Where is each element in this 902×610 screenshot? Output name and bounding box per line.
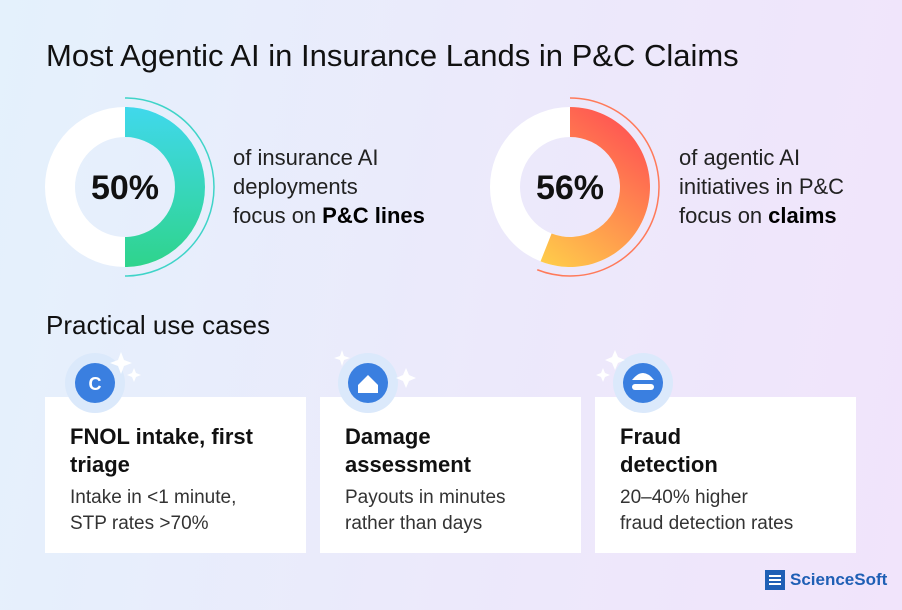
card-text-line: Intake in <1 minute, — [70, 487, 237, 508]
donut-outline — [124, 97, 215, 277]
stat-line: deployments — [233, 174, 358, 199]
donut-arc — [540, 107, 651, 267]
icon-damage — [334, 350, 416, 413]
card-text-line: 20–40% higher — [620, 487, 748, 508]
donut-outline — [536, 97, 660, 277]
icon-fnol: C — [65, 352, 141, 413]
logo-mark — [765, 570, 785, 590]
svg-text:C: C — [89, 374, 102, 394]
card-title: Damage assessment — [345, 423, 471, 479]
use-case-card: FNOL intake, first triage Intake in <1 min… — [45, 397, 306, 553]
use-case-card: Damage assessment Payouts in minutes rather… — [320, 397, 581, 553]
card-text: 20–40% higher fraud detection rates — [620, 485, 793, 537]
card-text-line: Payouts in minutes — [345, 487, 506, 508]
logo: ScienceSoft — [790, 570, 888, 589]
card-title-line: FNOL intake, first — [70, 424, 253, 449]
stat-line: initiatives in P&C — [679, 174, 845, 199]
stat-emphasis: claims — [768, 203, 837, 228]
card-text-line: fraud detection rates — [620, 513, 794, 534]
donut-label: 50% — [91, 169, 159, 207]
stat-line: of insurance AI — [233, 145, 379, 170]
card-title-line: Damage — [345, 424, 431, 449]
stat-lead: focus on — [679, 203, 763, 228]
donut-arc — [125, 107, 205, 267]
card-text-line: STP rates >70% — [70, 513, 209, 534]
stat-text: of agentic AI initiatives in P&C focus on c… — [679, 143, 844, 230]
use-case-card: Fraud detection 20–40% higher fraud detecti… — [595, 397, 856, 553]
donut-label: 56% — [536, 169, 604, 207]
stat-line: focus on P&C lines — [233, 201, 425, 230]
card-text-line: rather than days — [345, 513, 483, 534]
card-title: Fraud detection — [620, 423, 718, 479]
section-title: Practical use cases — [46, 310, 270, 340]
title: Most Agentic AI in Insurance Lands in P&… — [46, 38, 739, 73]
card-title: FNOL intake, first triage — [70, 423, 253, 479]
stat-emphasis: P&C lines — [322, 203, 425, 228]
icon-fraud — [596, 350, 673, 413]
card-title-line: assessment — [345, 452, 471, 477]
card-title-line: Fraud — [620, 424, 682, 449]
stat-text: of insurance AI deployments focus on P&C li… — [233, 143, 425, 230]
card-title-line: triage — [70, 452, 130, 477]
card-title-line: detection — [620, 452, 718, 477]
card-text: Payouts in minutes rather than days — [345, 485, 506, 537]
stat-line: of agentic AI — [679, 145, 801, 170]
card-text: Intake in <1 minute, STP rates >70% — [70, 485, 236, 537]
stat-lead: focus on — [233, 203, 317, 228]
stat-line: focus on claims — [679, 201, 844, 230]
